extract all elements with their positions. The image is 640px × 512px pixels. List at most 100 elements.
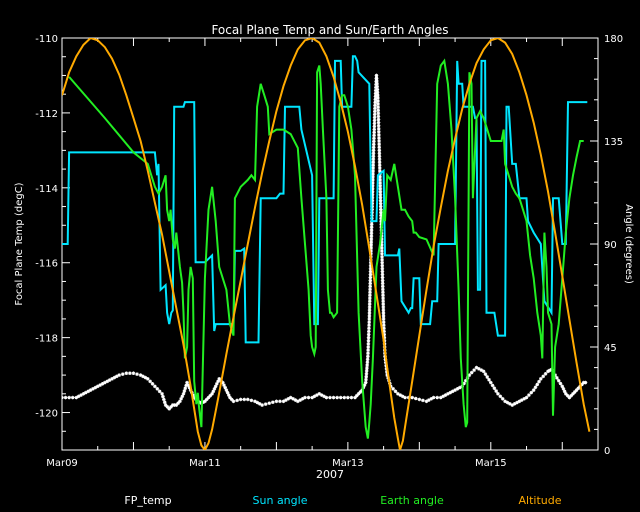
fp-temp-point — [355, 393, 359, 398]
fp-temp-point — [576, 386, 581, 390]
fp-temp-point — [378, 192, 383, 197]
fp-temp-point — [163, 403, 168, 407]
fp-temp-point — [373, 100, 377, 105]
fp-temp-point — [368, 278, 373, 283]
fp-temp-point — [448, 390, 453, 395]
x-axis-label: 2007 — [316, 468, 344, 481]
fp-temp-point — [296, 399, 300, 404]
fp-temp-point — [382, 329, 386, 334]
fp-temp-point — [253, 399, 257, 404]
fp-temp-point — [366, 335, 371, 340]
fp-temp-point — [413, 396, 418, 401]
fp-temp-point — [257, 402, 262, 406]
fp-temp-point — [374, 76, 379, 81]
fp-temp-point — [371, 175, 375, 179]
fp-temp-point — [263, 402, 268, 406]
fp-temp-point — [375, 90, 380, 95]
fp-temp-point — [500, 397, 505, 401]
fp-temp-point — [238, 397, 243, 402]
fp-temp-point — [379, 240, 384, 244]
fp-temp-point — [155, 387, 160, 391]
x-tick-label: Mar15 — [475, 458, 507, 469]
fp-temp-point — [510, 403, 515, 407]
fp-temp-point — [365, 363, 369, 367]
fp-temp-point — [462, 381, 466, 386]
fp-temp-point — [375, 87, 380, 92]
y-tick-right-label: 90 — [604, 240, 617, 251]
fp-temp-point — [517, 399, 522, 404]
fp-temp-point — [371, 154, 376, 159]
legend-fp-temp: FP_temp — [124, 494, 171, 507]
fp-temp-point — [180, 394, 185, 399]
fp-temp-point — [221, 380, 225, 385]
fp-temp-point — [524, 395, 529, 400]
fp-temp-point — [371, 142, 376, 147]
fp-temp-point — [376, 99, 380, 103]
fp-temp-point — [571, 392, 575, 396]
fp-temp-point — [371, 157, 376, 162]
fp-temp-point — [371, 163, 376, 167]
fp-temp-point — [378, 181, 382, 185]
fp-temp-point — [403, 395, 407, 400]
fp-temp-point — [76, 394, 81, 399]
fp-temp-point — [374, 73, 379, 78]
fp-temp-point — [182, 389, 187, 393]
fp-temp-point — [98, 383, 102, 387]
fp-temp-point — [371, 148, 376, 153]
fp-temp-point — [63, 395, 68, 400]
fp-temp-point — [143, 375, 148, 380]
fp-temp-point — [372, 115, 377, 120]
fp-temp-point — [208, 393, 213, 398]
fp-temp-point — [572, 390, 577, 394]
fp-temp-point — [161, 394, 165, 399]
fp-temp-point — [131, 371, 136, 376]
sun-angle-line — [62, 55, 588, 344]
fp-temp-point — [284, 398, 288, 402]
fp-temp-point — [212, 387, 217, 391]
fp-temp-point — [91, 387, 95, 391]
fp-temp-point — [278, 399, 282, 404]
fp-temp-point — [376, 117, 381, 122]
fp-temp-point — [185, 380, 189, 385]
fp-temp-point — [372, 112, 377, 117]
fp-temp-point — [349, 395, 354, 400]
fp-temp-point — [380, 275, 385, 280]
fp-temp-point — [380, 252, 384, 256]
fp-temp-point — [366, 348, 370, 352]
fp-temp-point — [378, 178, 382, 182]
fp-temp-point — [291, 397, 295, 401]
fp-temp-point — [379, 216, 383, 221]
fp-temp-point — [338, 395, 343, 400]
fp-temp-point — [431, 395, 436, 400]
fp-temp-point — [381, 287, 385, 292]
x-tick-label: Mar11 — [189, 458, 221, 469]
fp-temp-point — [479, 368, 484, 372]
fp-temp-point — [375, 93, 380, 97]
fp-temp-point — [373, 109, 377, 114]
fp-temp-point — [380, 263, 385, 268]
fp-temp-point — [93, 385, 98, 390]
fp-temp-point — [377, 130, 381, 134]
fp-temp-point — [223, 385, 227, 390]
fp-temp-point — [249, 398, 254, 403]
fp-temp-point — [288, 395, 293, 400]
fp-temp-point — [271, 400, 275, 405]
fp-temp-point — [429, 397, 434, 401]
fp-temp-point — [371, 166, 375, 170]
fp-temp-point — [483, 372, 488, 376]
fp-temp-point — [187, 385, 192, 390]
fp-temp-point — [186, 383, 191, 387]
fp-temp-point — [178, 399, 182, 404]
fp-temp-point — [67, 395, 71, 400]
fp-temp-point — [427, 398, 431, 402]
fp-temp-point — [368, 284, 372, 289]
fp-temp-point — [467, 373, 472, 377]
fp-temp-point — [539, 377, 543, 381]
fp-temp-point — [368, 275, 373, 280]
fp-temp-point — [183, 386, 188, 390]
plot-frame — [61, 37, 599, 451]
fp-temp-point — [376, 123, 381, 128]
fp-temp-point — [367, 311, 372, 315]
fp-temp-point — [535, 382, 540, 387]
fp-temp-point — [370, 184, 375, 188]
